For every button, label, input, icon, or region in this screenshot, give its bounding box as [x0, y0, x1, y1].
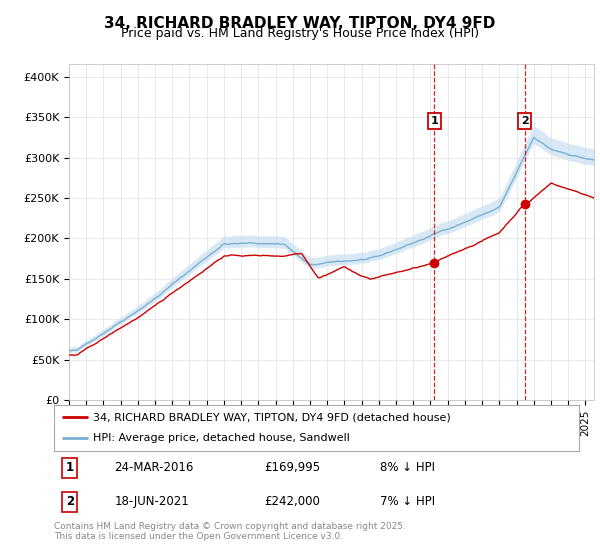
Text: Contains HM Land Registry data © Crown copyright and database right 2025.
This d: Contains HM Land Registry data © Crown c…	[54, 522, 406, 542]
Text: £242,000: £242,000	[264, 496, 320, 508]
Text: HPI: Average price, detached house, Sandwell: HPI: Average price, detached house, Sand…	[94, 433, 350, 444]
Text: 7% ↓ HPI: 7% ↓ HPI	[380, 496, 434, 508]
Text: 2: 2	[65, 496, 74, 508]
Text: 1: 1	[65, 461, 74, 474]
Text: 18-JUN-2021: 18-JUN-2021	[115, 496, 189, 508]
Text: 34, RICHARD BRADLEY WAY, TIPTON, DY4 9FD: 34, RICHARD BRADLEY WAY, TIPTON, DY4 9FD	[104, 16, 496, 31]
Text: £169,995: £169,995	[264, 461, 320, 474]
Text: 8% ↓ HPI: 8% ↓ HPI	[380, 461, 434, 474]
Text: 34, RICHARD BRADLEY WAY, TIPTON, DY4 9FD (detached house): 34, RICHARD BRADLEY WAY, TIPTON, DY4 9FD…	[94, 412, 451, 422]
Text: 1: 1	[430, 116, 438, 126]
Text: 24-MAR-2016: 24-MAR-2016	[115, 461, 194, 474]
Text: 2: 2	[521, 116, 529, 126]
Text: Price paid vs. HM Land Registry's House Price Index (HPI): Price paid vs. HM Land Registry's House …	[121, 27, 479, 40]
